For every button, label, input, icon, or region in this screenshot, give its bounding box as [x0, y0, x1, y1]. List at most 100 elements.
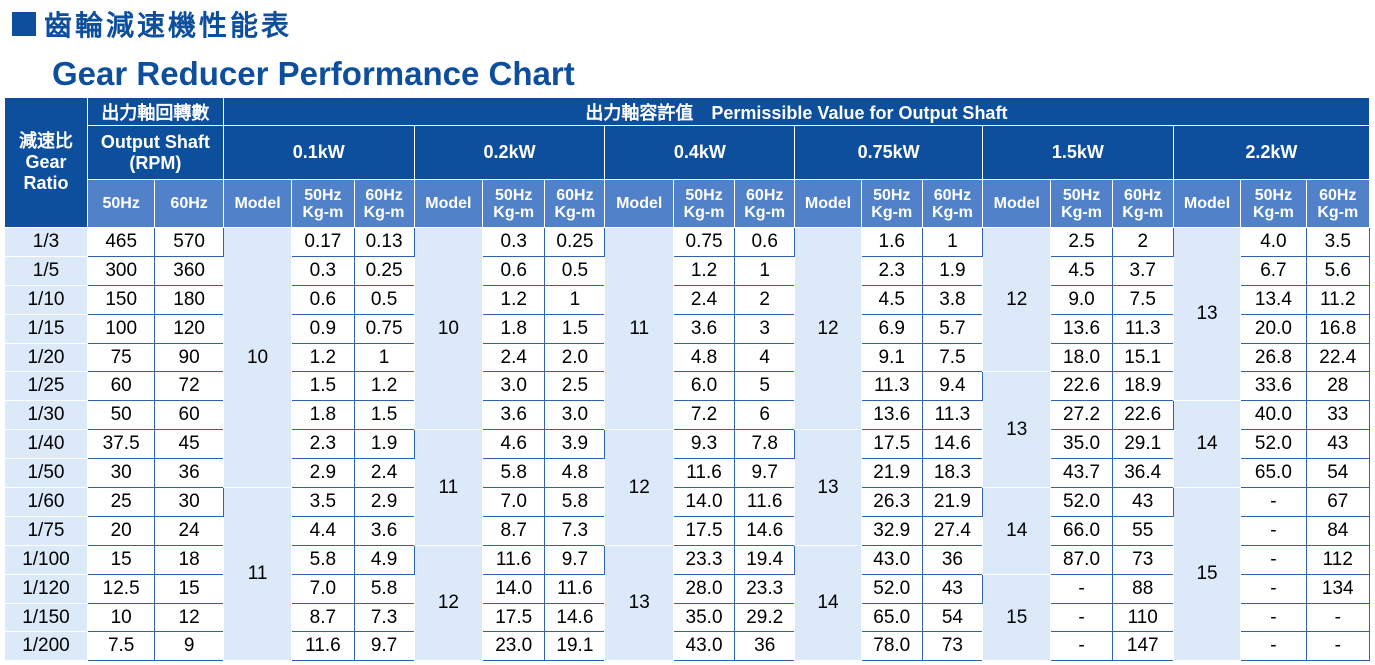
torque-60hz-cell: 2.5 [544, 371, 606, 402]
table-row: 1/75 20 24 4.4 3.6 8.7 7.3 17.5 14.6 32.9 27.4 66.0… [4, 515, 1371, 546]
torque-50hz-cell: 1.2 [672, 255, 736, 286]
torque-60hz-cell: 36 [734, 631, 796, 662]
torque-50hz-cell: 0.17 [291, 227, 355, 257]
torque-50hz-cell: 21.9 [860, 458, 923, 489]
torque-60hz-cell: 67 [1305, 487, 1371, 517]
torque-60hz-cell: 7.8 [734, 429, 796, 460]
torque-60hz-cell: 0.25 [353, 255, 415, 286]
torque-60hz-cell: 0.13 [353, 227, 415, 257]
torque-60hz-header: 60Hz Kg-m [734, 179, 796, 228]
table-row: 1/5 300 360 0.3 0.25 0.6 0.5 1.2 1 2.3 1.9 4.5 3.7 6.… [4, 255, 1371, 286]
torque-50hz-cell: 1.8 [291, 400, 355, 431]
torque-60hz-cell: 22.6 [1111, 400, 1174, 431]
torque-50hz-cell: 7.0 [482, 487, 546, 517]
gear-ratio-cell: 1/15 [4, 313, 88, 344]
torque-50hz-cell: 26.3 [860, 487, 923, 517]
torque-60hz-cell: - [1305, 631, 1371, 662]
torque-50hz-cell: 52.0 [1240, 429, 1307, 460]
rpm-50hz-cell: 15 [86, 544, 156, 575]
gear-ratio-cell: 1/60 [4, 487, 88, 517]
model-cell: 12 [413, 544, 484, 662]
table-row: 1/150 10 12 8.7 7.3 17.5 14.6 35.0 29.2 65.0 54-11… [4, 602, 1371, 633]
torque-60hz-cell: 2.9 [353, 487, 415, 517]
torque-50hz-cell: - [1240, 631, 1307, 662]
torque-60hz-cell: 1.5 [353, 400, 415, 431]
model-cell: 10 [222, 226, 293, 489]
rpm-50hz-cell: 12.5 [86, 573, 156, 604]
torque-60hz-cell: 7.3 [353, 602, 415, 633]
torque-50hz-cell: 5.8 [291, 544, 355, 575]
torque-50hz-cell: - [1240, 544, 1307, 575]
torque-50hz-cell: - [1050, 573, 1113, 604]
torque-50hz-header: 50Hz Kg-m [672, 179, 736, 228]
torque-50hz-cell: 33.6 [1240, 371, 1307, 402]
torque-50hz-cell: - [1050, 602, 1113, 633]
model-cell: 14 [1172, 400, 1242, 489]
torque-60hz-cell: 14.6 [734, 515, 796, 546]
torque-60hz-cell: 14.6 [921, 429, 984, 460]
model-cell: 15 [1172, 487, 1242, 662]
rpm-60hz-cell: 9 [154, 631, 224, 662]
torque-60hz-cell: 0.6 [734, 227, 796, 257]
torque-50hz-cell: 66.0 [1050, 515, 1113, 546]
torque-60hz-cell: 23.3 [734, 573, 796, 604]
rpm-60hz-cell: 24 [154, 515, 224, 546]
torque-50hz-cell: 0.6 [291, 284, 355, 315]
torque-50hz-cell: 0.6 [482, 255, 546, 286]
torque-50hz-cell: - [1050, 631, 1113, 662]
power-header: 2.2kW [1172, 125, 1371, 180]
torque-60hz-cell: 88 [1111, 573, 1174, 604]
table-row: 1/30 50 60 1.8 1.5 3.6 3.0 7.2 6 13.6 11.3 27.2 22.6… [4, 400, 1371, 489]
torque-60hz-cell: 0.5 [353, 284, 415, 315]
gear-ratio-cell: 1/120 [4, 573, 88, 604]
rpm-50hz-cell: 100 [86, 313, 156, 344]
torque-60hz-cell: 5.8 [353, 573, 415, 604]
torque-60hz-cell: 15.1 [1111, 342, 1174, 373]
torque-50hz-cell: 2.3 [860, 255, 923, 286]
gear-ratio-cell: 1/50 [4, 458, 88, 489]
table-row: 1/25 60 72 1.5 1.2 3.0 2.5 6.0 5 11.3 9.4 13 22.6 18.… [4, 371, 1371, 489]
torque-50hz-header: 50Hz Kg-m [1050, 179, 1113, 228]
torque-50hz-cell: 9.0 [1050, 284, 1113, 315]
model-cell: 13 [604, 544, 674, 662]
torque-60hz-cell: 27.4 [921, 515, 984, 546]
torque-50hz-cell: 3.6 [482, 400, 546, 431]
rpm-50hz-cell: 465 [86, 227, 156, 257]
torque-50hz-cell: - [1240, 573, 1307, 604]
torque-50hz-cell: 26.8 [1240, 342, 1307, 373]
model-cell: 13 [1172, 226, 1242, 402]
torque-60hz-cell: 11.3 [1111, 313, 1174, 344]
gear-ratio-cell: 1/25 [4, 371, 88, 402]
torque-60hz-cell: 2.4 [353, 458, 415, 489]
torque-60hz-cell: 11.6 [734, 487, 796, 517]
torque-60hz-cell: 1 [921, 227, 984, 257]
torque-60hz-cell: 110 [1111, 602, 1174, 633]
rpm-60hz-cell: 12 [154, 602, 224, 633]
torque-60hz-cell: 1.5 [544, 313, 606, 344]
model-cell: 11 [604, 226, 674, 431]
table-row: 1/120 12.5 15 7.0 5.8 14.0 11.6 28.0 23.3 52.0 43 1… [4, 573, 1371, 662]
torque-50hz-cell: 14.0 [482, 573, 546, 604]
page-title-chinese: 齒輪減速機性能表 [12, 6, 292, 42]
torque-50hz-cell: 17.5 [672, 515, 736, 546]
gear-ratio-cell: 1/20 [4, 342, 88, 373]
model-cell: 12 [981, 226, 1052, 373]
torque-50hz-cell: 4.0 [1240, 227, 1307, 257]
title-zh-text: 齒輪減速機性能表 [44, 9, 293, 42]
gear-ratio-cell: 1/5 [4, 255, 88, 286]
torque-60hz-cell: 1 [353, 342, 415, 373]
rpm-50hz-cell: 300 [86, 255, 156, 286]
torque-50hz-cell: 13.6 [860, 400, 923, 431]
model-cell: 14 [981, 487, 1052, 575]
torque-50hz-cell: 17.5 [482, 602, 546, 633]
torque-50hz-cell: 52.0 [1050, 487, 1113, 517]
rpm-header-en: Output Shaft (RPM) [86, 125, 224, 180]
torque-50hz-cell: 20.0 [1240, 313, 1307, 344]
torque-50hz-cell: 43.7 [1050, 458, 1113, 489]
table-row: 1/60 25 30 11 3.5 2.9 7.0 5.8 14.0 11.6 26.3 21.9 14… [4, 487, 1371, 662]
torque-60hz-cell: 0.5 [544, 255, 606, 286]
torque-50hz-cell: 52.0 [860, 573, 923, 604]
torque-60hz-header: 60Hz Kg-m [921, 179, 984, 228]
rpm-60hz-cell: 180 [154, 284, 224, 315]
torque-50hz-cell: - [1240, 487, 1307, 517]
